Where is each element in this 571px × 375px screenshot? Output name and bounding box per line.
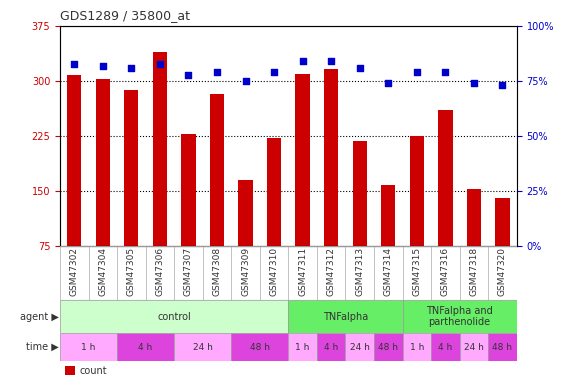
Text: TNFalpha and
parthenolide: TNFalpha and parthenolide: [427, 306, 493, 327]
Bar: [267, 138, 281, 246]
Text: 48 h: 48 h: [492, 343, 513, 352]
Bar: [182, 134, 195, 246]
Bar: [403, 300, 517, 333]
Bar: [439, 110, 452, 246]
Text: agent ▶: agent ▶: [20, 312, 59, 321]
Bar: [153, 52, 167, 246]
Text: 4 h: 4 h: [139, 343, 152, 352]
Text: TNFalpha: TNFalpha: [323, 312, 368, 321]
Bar: [210, 93, 224, 246]
Bar: [467, 189, 481, 246]
Text: GSM47309: GSM47309: [241, 247, 250, 296]
Text: 24 h: 24 h: [464, 343, 484, 352]
Text: 48 h: 48 h: [250, 343, 270, 352]
Text: 1 h: 1 h: [409, 343, 424, 352]
Text: 1 h: 1 h: [81, 343, 96, 352]
Point: [184, 72, 193, 78]
Bar: [117, 333, 174, 361]
Text: count: count: [79, 366, 107, 375]
Text: GSM47302: GSM47302: [70, 247, 79, 296]
Text: 48 h: 48 h: [378, 343, 399, 352]
Bar: [60, 333, 117, 361]
Point: [327, 58, 336, 64]
Bar: [317, 333, 345, 361]
Bar: [65, 366, 75, 375]
Text: 1 h: 1 h: [295, 343, 310, 352]
Point: [98, 63, 107, 69]
Bar: [381, 185, 395, 246]
Bar: [296, 74, 309, 246]
Bar: [124, 90, 138, 246]
Bar: [496, 198, 510, 246]
Bar: [288, 333, 317, 361]
Text: GSM47316: GSM47316: [441, 247, 450, 296]
Text: 4 h: 4 h: [439, 343, 452, 352]
Point: [469, 80, 478, 86]
Point: [384, 80, 393, 86]
Point: [70, 60, 79, 66]
Bar: [288, 300, 403, 333]
Point: [155, 60, 164, 66]
Bar: [67, 75, 82, 246]
Text: GSM47305: GSM47305: [127, 247, 136, 296]
Text: 24 h: 24 h: [193, 343, 212, 352]
Text: 4 h: 4 h: [324, 343, 338, 352]
Point: [298, 58, 307, 64]
Point: [270, 69, 279, 75]
Text: GSM47315: GSM47315: [412, 247, 421, 296]
Text: GSM47311: GSM47311: [298, 247, 307, 296]
Point: [241, 78, 250, 84]
Bar: [403, 333, 431, 361]
Point: [127, 65, 136, 71]
Text: GDS1289 / 35800_at: GDS1289 / 35800_at: [60, 9, 190, 22]
Bar: [410, 136, 424, 246]
Point: [212, 69, 222, 75]
Bar: [174, 333, 231, 361]
Bar: [353, 141, 367, 246]
Text: control: control: [157, 312, 191, 321]
Bar: [345, 333, 374, 361]
Text: GSM47307: GSM47307: [184, 247, 193, 296]
Point: [441, 69, 450, 75]
Text: GSM47313: GSM47313: [355, 247, 364, 296]
Bar: [231, 333, 288, 361]
Text: GSM47304: GSM47304: [98, 247, 107, 296]
Bar: [431, 333, 460, 361]
Bar: [374, 333, 403, 361]
Text: GSM47320: GSM47320: [498, 247, 507, 296]
Bar: [488, 333, 517, 361]
Text: GSM47310: GSM47310: [270, 247, 279, 296]
Text: GSM47312: GSM47312: [327, 247, 336, 296]
Bar: [96, 79, 110, 246]
Text: 24 h: 24 h: [350, 343, 369, 352]
Text: GSM47306: GSM47306: [155, 247, 164, 296]
Point: [498, 82, 507, 88]
Text: GSM47314: GSM47314: [384, 247, 393, 296]
Bar: [460, 333, 488, 361]
Bar: [239, 180, 252, 246]
Bar: [324, 69, 338, 246]
Point: [412, 69, 421, 75]
Text: GSM47318: GSM47318: [469, 247, 478, 296]
Text: GSM47308: GSM47308: [212, 247, 222, 296]
Text: time ▶: time ▶: [26, 342, 59, 352]
Point: [355, 65, 364, 71]
Bar: [60, 300, 288, 333]
